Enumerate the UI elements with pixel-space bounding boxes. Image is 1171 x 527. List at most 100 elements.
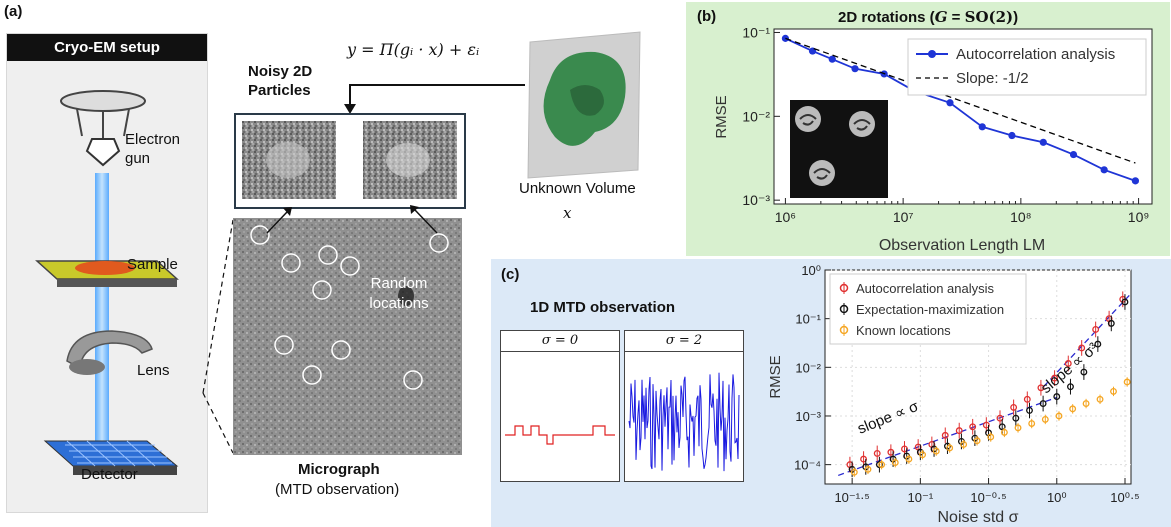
chart-c-point xyxy=(1107,319,1115,327)
chart-b-title: 2D rotations (G = SO(2)) xyxy=(838,8,1019,26)
chart-c-point xyxy=(887,448,895,456)
chart-c-point xyxy=(1121,298,1129,306)
chart-c-point xyxy=(1053,393,1061,401)
sigma2-plot: σ = 2 xyxy=(624,330,744,482)
chart-c-point xyxy=(864,465,872,473)
chart-b-point xyxy=(946,99,954,107)
chart-c-ytick-label: 10⁻² xyxy=(795,360,821,375)
chart-c-point xyxy=(1014,424,1022,432)
chart-c-guide-cubic xyxy=(1043,294,1130,388)
chart-b-ytick-label: 10⁻² xyxy=(742,108,770,124)
chart-c-point xyxy=(860,455,868,463)
chart-b-ytick-label: 10⁻¹ xyxy=(742,24,770,40)
chart-c-point xyxy=(1041,415,1049,423)
chart-c-point xyxy=(946,444,954,452)
chart-b-xtick-label: 10⁹ xyxy=(1128,209,1150,225)
chart-b-xtick-label: 10⁸ xyxy=(1010,209,1032,225)
chart-c-point xyxy=(1064,360,1072,367)
chart-c-point xyxy=(1094,340,1102,348)
sigma2-signal xyxy=(628,372,740,472)
random-locations-label: Random locations xyxy=(369,275,429,312)
chart-b-xlabel: Observation Length LM xyxy=(879,237,1045,254)
zoom-connector xyxy=(202,219,234,454)
chart-c-point xyxy=(969,423,977,431)
mtd-title: 1D MTD observation xyxy=(530,299,676,316)
chart-c-point xyxy=(873,449,881,457)
chart-b-slope-line xyxy=(785,37,1136,164)
chart-c-legend-label-autocorrelation: Autocorrelation analysis xyxy=(856,281,995,296)
chart-b-point xyxy=(851,65,859,73)
chart-b-point xyxy=(828,55,836,63)
chart-c-ytick-label: 10⁻³ xyxy=(795,409,821,424)
panel-a-label: (a) xyxy=(4,3,23,20)
chart-c-point xyxy=(1000,428,1008,436)
chart-c-xtick-label: 10⁻⁰·⁵ xyxy=(970,490,1006,505)
microscope-diagram xyxy=(35,90,179,475)
sigma2-title: σ = 2 xyxy=(625,331,743,352)
chart-c-point xyxy=(1028,420,1036,427)
chart-b-inset xyxy=(790,100,888,198)
chart-b-xtick-label: 10⁶ xyxy=(775,209,796,225)
chart-c-point xyxy=(973,437,981,445)
chart-c-point xyxy=(982,421,990,429)
chart-b-ytick-label: 10⁻³ xyxy=(742,192,770,208)
chart-c-point xyxy=(1010,403,1018,411)
extraction-arrows xyxy=(266,205,438,234)
forward-model-equation: y = Π(gᵢ · x) + εᵢ xyxy=(347,40,480,59)
chart-b-point xyxy=(1100,166,1108,174)
chart-c-legend-label-known: Known locations xyxy=(856,323,951,338)
chart-c-point xyxy=(1055,412,1063,420)
chart-c-point xyxy=(941,431,949,439)
chart-c-xtick-label: 10⁻¹ xyxy=(908,490,934,505)
cryoem-setup-panel: Cryo-EM setup xyxy=(6,33,208,513)
projection-arrow xyxy=(344,84,525,114)
chart-c-point xyxy=(1012,414,1020,422)
chart-c-point xyxy=(1096,395,1104,403)
chart-c-point xyxy=(850,468,858,476)
noisy-particle-images xyxy=(242,121,457,199)
chart-b-point xyxy=(1039,138,1047,146)
electron-gun-label: Electron gun xyxy=(125,131,181,167)
detector-icon xyxy=(43,440,179,475)
micrograph-image: Random locations xyxy=(233,218,462,455)
noisy-particles-box xyxy=(234,113,466,209)
micrograph-subtitle: (MTD observation) xyxy=(275,481,400,498)
unknown-volume-label: Unknown Volume xyxy=(519,180,636,197)
chart-c-point xyxy=(960,440,968,448)
noisy-particles-title: Noisy 2D Particles xyxy=(248,63,313,99)
panel-b-label: (b) xyxy=(697,8,717,25)
chart-b: 10⁶ 10⁷ 10⁸ 10⁹ 10⁻¹ 10⁻² 10⁻³ RMSE Observatio… xyxy=(713,24,1153,254)
chart-c-legend-label-em: Expectation-maximization xyxy=(856,302,1004,317)
chart-c-point xyxy=(905,455,913,463)
chart-c-point xyxy=(901,445,908,453)
chart-c-point xyxy=(1110,387,1117,395)
chart-b-point xyxy=(1008,131,1016,140)
unknown-volume-image xyxy=(527,31,641,179)
chart-c-xtick-label: 10⁻¹·⁵ xyxy=(834,490,869,505)
chart-c-ytick-label: 10⁰ xyxy=(801,263,821,278)
chart-c-point xyxy=(891,459,899,467)
lens-label: Lens xyxy=(137,362,170,379)
chart-b-legend-label-autocorrelation: Autocorrelation analysis xyxy=(956,46,1115,63)
chart-c-point xyxy=(987,433,995,441)
electron-gun-icon xyxy=(60,90,146,167)
sigma0-signal xyxy=(505,425,615,445)
chart-b-xtick-label: 10⁷ xyxy=(893,209,914,225)
chart-c-xlabel: Noise std σ xyxy=(937,509,1018,526)
sample-icon xyxy=(35,260,179,287)
chart-c-point xyxy=(878,461,886,469)
detector-label: Detector xyxy=(81,466,138,483)
chart-c-point xyxy=(1080,368,1088,376)
chart-b-point xyxy=(1069,150,1078,159)
chart-c-point xyxy=(875,461,883,469)
chart-c-ylabel: RMSE xyxy=(767,355,784,398)
chart-c-point xyxy=(1082,400,1090,408)
chart-c-point xyxy=(1023,395,1031,403)
chart-c-point xyxy=(932,447,940,455)
chart-c-point xyxy=(1123,378,1131,386)
chart-c-point xyxy=(1037,384,1045,392)
chart-c-point xyxy=(919,451,927,459)
chart-c-ytick-label: 10⁻⁴ xyxy=(794,458,821,473)
sigma0-title: σ = 0 xyxy=(501,331,619,352)
panel-c-label: (c) xyxy=(501,266,520,283)
